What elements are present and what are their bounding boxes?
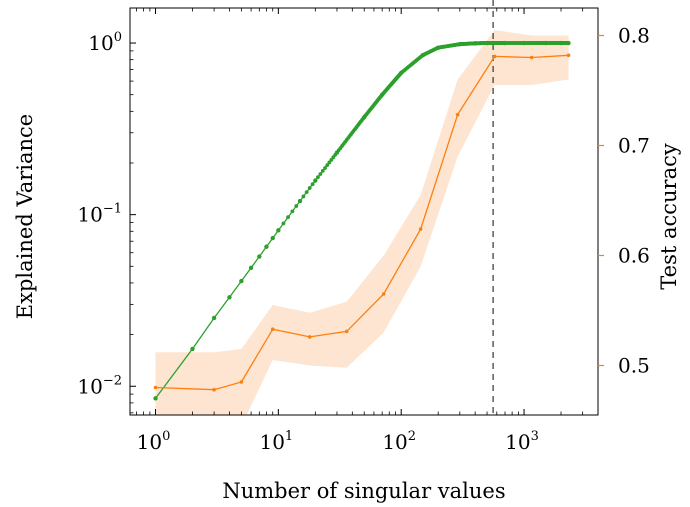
x-tick-label: 102: [382, 429, 416, 454]
series-0-dense-point: [327, 160, 332, 165]
y-left-tick-label: 10−2: [77, 373, 122, 398]
y-right-tick-label: 0.8: [618, 24, 650, 48]
series-1-point: [381, 292, 386, 296]
series-0-point: [248, 265, 254, 271]
series-0-dense-point: [304, 190, 309, 195]
series-0-dense-point: [298, 199, 302, 203]
series-1-point: [153, 385, 158, 390]
y-left-tick-label-exponent: 0: [114, 30, 122, 45]
series-1-point: [212, 387, 216, 392]
x-tick-label: 101: [259, 429, 293, 454]
series-0-dense-point: [320, 169, 325, 173]
x-tick-label-exponent: 0: [162, 429, 170, 444]
series-0-dense-point: [310, 182, 315, 187]
series-0-dense-point: [316, 175, 320, 180]
series-1-point: [307, 335, 312, 339]
series-1-point: [239, 380, 244, 384]
series-0-point: [239, 278, 244, 284]
vline-annotation: 560: [481, 0, 506, 1]
series-0-dense-point: [323, 166, 327, 170]
y-left-tick-label-base: 10: [77, 203, 102, 227]
series-0-dense-point: [307, 186, 312, 190]
x-tick-label-base: 10: [505, 430, 530, 454]
series-0-point: [227, 295, 232, 300]
series-1-point: [455, 112, 460, 117]
series-1-point: [270, 327, 275, 332]
x-tick-label: 103: [505, 429, 539, 454]
series-0-dense-point: [290, 209, 295, 214]
series-0-dense-point: [294, 204, 299, 208]
series-line-1: [155, 54, 569, 391]
x-tick-label-exponent: 1: [285, 429, 293, 444]
x-tick-label-base: 10: [259, 430, 284, 454]
series-0-dense-point: [325, 163, 330, 168]
x-tick-label-exponent: 3: [531, 429, 539, 444]
y-left-tick-label: 10−1: [77, 202, 122, 227]
series-0-dense-point: [566, 41, 571, 45]
series-0-point: [211, 315, 217, 321]
series-0-point: [276, 228, 281, 233]
series-1-point: [566, 53, 571, 58]
y-right-tick-label: 0.5: [618, 354, 650, 378]
y-right-tick-label: 0.6: [618, 244, 650, 268]
right-y-axis-label: Test accuracy: [657, 143, 681, 290]
y-left-tick-label-base: 10: [88, 31, 113, 55]
left-y-axis-label: Explained Variance: [13, 114, 37, 319]
confidence-band-1: [155, 30, 569, 415]
y-left-tick-label-base: 10: [77, 374, 102, 398]
x-axis-label: Number of singular values: [222, 479, 505, 503]
series-0-dense-point: [286, 215, 290, 220]
series-0-dense-point: [281, 221, 286, 226]
series-1-point: [529, 55, 534, 60]
series-1-point: [492, 54, 497, 59]
series-0-dense-point: [313, 178, 318, 183]
x-tick-label: 100: [137, 429, 171, 454]
y-left-tick-label: 100: [88, 30, 122, 55]
x-tick-label-base: 10: [382, 430, 407, 454]
y-right-tick-label: 0.7: [618, 134, 650, 158]
y-left-tick-label-exponent: −1: [103, 202, 122, 217]
series-0-dense-point: [318, 172, 323, 176]
series-0-point: [153, 396, 158, 401]
y-left-tick-label-exponent: −2: [103, 373, 122, 388]
series-0-dense-point: [301, 194, 306, 199]
series-layer: [153, 40, 571, 401]
series-0-point: [270, 235, 275, 241]
series-1-point: [344, 329, 349, 334]
series-0-point: [190, 346, 195, 352]
accuracy-confidence-band-layer: [155, 30, 569, 415]
series-1-point: [418, 227, 423, 231]
x-tick-label-base: 10: [137, 430, 162, 454]
x-tick-label-exponent: 2: [408, 429, 416, 444]
series-0-point: [264, 244, 269, 249]
series-0-point: [257, 254, 262, 259]
